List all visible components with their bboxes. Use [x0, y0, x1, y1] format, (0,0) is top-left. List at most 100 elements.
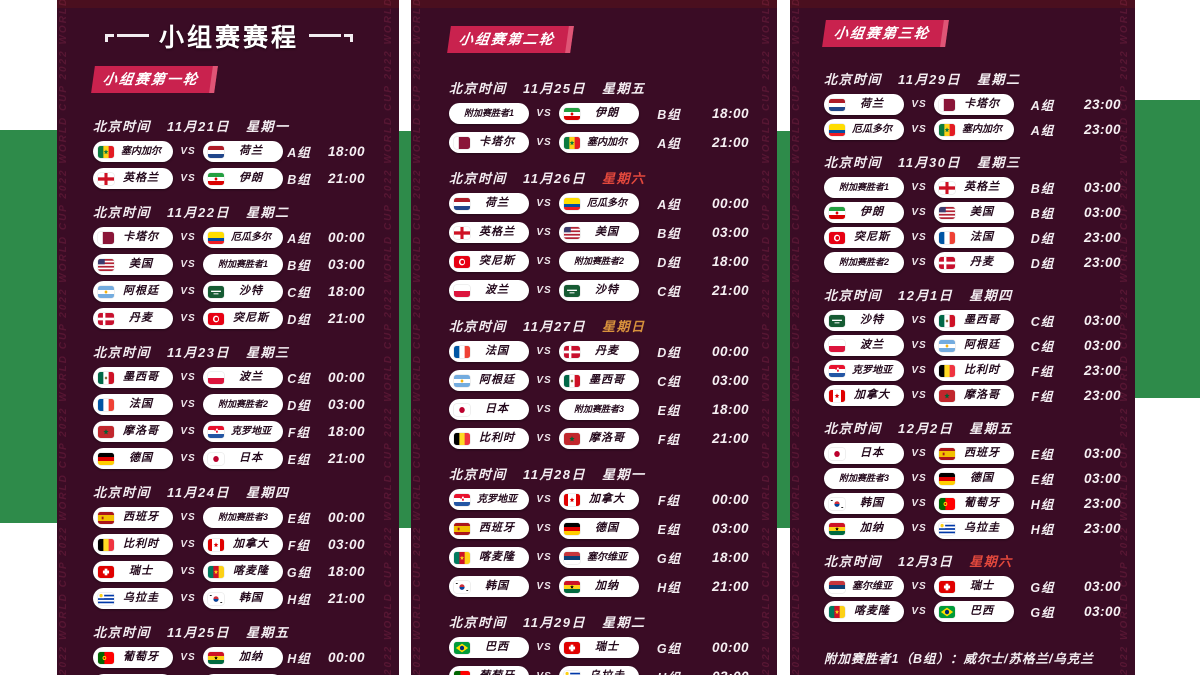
team-name: 波兰: [485, 284, 509, 296]
away-team-pill: 德国: [559, 518, 639, 539]
team-name: 英格兰: [123, 172, 159, 184]
group-label: E组: [1031, 473, 1054, 487]
vs-label: VS: [180, 286, 196, 297]
pol-flag-icon: [208, 371, 224, 384]
team-name: 加纳: [595, 580, 619, 592]
home-team-pill: 英格兰: [449, 222, 529, 243]
team-name: 突尼斯: [479, 255, 515, 267]
team-name: 塞内加尔: [962, 123, 1002, 135]
group-label: E组: [287, 453, 311, 467]
group-label: H组: [657, 581, 681, 595]
team-name: 附加赛胜者3: [838, 473, 889, 483]
away-team-pill: 阿根廷: [934, 335, 1014, 356]
home-team-pill: 德国: [93, 448, 173, 469]
team-name: 卡塔尔: [964, 98, 1000, 110]
match-row: 克罗地亚 VS 比利时 F组 23:00: [824, 360, 1121, 381]
vs-label: VS: [180, 566, 196, 577]
den-flag-icon: [98, 312, 114, 325]
away-team-pill: 附加赛胜者3: [559, 399, 639, 420]
away-team-pill: 德国: [934, 468, 1014, 489]
away-team-pill: 丹麦: [559, 341, 639, 362]
date-header: 北京时间 11月28日 星期一: [449, 464, 749, 483]
away-team-pill: 喀麦隆: [203, 561, 283, 582]
green-block-right: [1135, 100, 1200, 398]
team-name: 瑞士: [970, 580, 994, 592]
time-label: 21:00: [711, 431, 749, 446]
team-name: 日本: [485, 403, 509, 415]
match-row: 韩国 VS 加纳 H组 21:00: [449, 576, 749, 597]
team-name: 葡萄牙: [470, 671, 524, 675]
team-name: 伊朗: [239, 172, 263, 184]
time-label: 03:00: [327, 537, 365, 552]
away-team-pill: 沙特: [203, 281, 283, 302]
usa-flag-icon: [939, 206, 955, 219]
match-row: 西班牙 VS 附加赛胜者3 E组 00:00: [93, 507, 365, 528]
home-team-pill: 巴西: [449, 637, 529, 658]
weekday-label: 星期二: [245, 205, 290, 220]
vs-label: VS: [911, 581, 927, 592]
team-name: 法国: [970, 231, 994, 243]
match-row: 附加赛胜者1 VS 伊朗 B组 18:00: [449, 103, 749, 124]
date-label: 11月27日: [523, 319, 586, 334]
home-team-pill: 日本: [824, 443, 904, 464]
match-row: 比利时 VS 加拿大 F组 03:00: [93, 534, 365, 555]
away-team-pill: 附加赛胜者2: [203, 394, 283, 415]
away-team-pill: 加拿大: [559, 489, 639, 510]
time-label: 21:00: [711, 283, 749, 298]
team-name: 附加赛胜者2: [838, 257, 889, 267]
team-name: 韩国: [239, 592, 263, 604]
away-team-pill: 沙特: [559, 280, 639, 301]
ned-flag-icon: [829, 98, 845, 111]
match-row: 沙特 VS 墨西哥 C组 03:00: [824, 310, 1121, 331]
kor-flag-icon: [454, 580, 470, 593]
team-name: 英格兰: [964, 181, 1000, 193]
weekday-label: 星期四: [245, 485, 290, 500]
team-name: 沙特: [860, 314, 884, 326]
gha-flag-icon: [829, 522, 845, 535]
date-label: 12月3日: [898, 554, 954, 569]
home-team-pill: 阿根廷: [93, 281, 173, 302]
time-prefix-label: 北京时间: [93, 485, 152, 500]
time-label: 18:00: [711, 550, 749, 565]
vs-label: VS: [911, 473, 927, 484]
den-flag-icon: [564, 345, 580, 358]
vs-label: VS: [911, 257, 927, 268]
group-label: C组: [287, 372, 311, 386]
team-name: 附加赛胜者2: [573, 256, 624, 266]
ger-flag-icon: [939, 472, 955, 485]
group-label: E组: [657, 404, 681, 418]
bel-flag-icon: [98, 538, 114, 551]
sui-flag-icon: [564, 641, 580, 654]
date-header: 北京时间 11月26日 星期六: [449, 168, 749, 187]
match-row: 丹麦 VS 突尼斯 D组 21:00: [93, 308, 365, 329]
time-label: 03:00: [1083, 313, 1121, 328]
vs-label: VS: [911, 232, 927, 243]
group-label: C组: [657, 285, 681, 299]
team-name: 加纳: [860, 522, 884, 534]
match-row: 喀麦隆 VS 巴西 G组 03:00: [824, 601, 1121, 622]
group-label: D组: [657, 256, 681, 270]
time-label: 18:00: [327, 424, 365, 439]
group-label: A组: [657, 137, 681, 151]
vs-label: VS: [536, 227, 552, 238]
group-label: B组: [657, 227, 681, 241]
team-name: 巴西: [970, 605, 994, 617]
away-team-pill: 法国: [934, 227, 1014, 248]
group-label: C组: [1030, 315, 1055, 329]
match-row: 美国 VS 附加赛胜者1 B组 03:00: [93, 254, 365, 275]
home-team-pill: 波兰: [449, 280, 529, 301]
group-label: F组: [657, 494, 681, 508]
esp-flag-icon: [454, 522, 470, 535]
time-prefix-label: 北京时间: [449, 81, 508, 96]
team-name: 喀麦隆: [479, 551, 515, 563]
vs-label: VS: [911, 606, 927, 617]
group-label: A组: [287, 146, 311, 160]
match-row: 卡塔尔 VS 厄瓜多尔 A组 00:00: [93, 227, 365, 248]
time-label: 23:00: [1083, 255, 1121, 270]
time-label: 03:00: [327, 397, 365, 412]
kor-flag-icon: [829, 497, 845, 510]
vs-label: VS: [911, 207, 927, 218]
team-name: 乌拉圭: [964, 522, 1000, 534]
match-row: 日本 VS 西班牙 E组 03:00: [824, 443, 1121, 464]
home-team-pill: 附加赛胜者1: [449, 103, 529, 124]
